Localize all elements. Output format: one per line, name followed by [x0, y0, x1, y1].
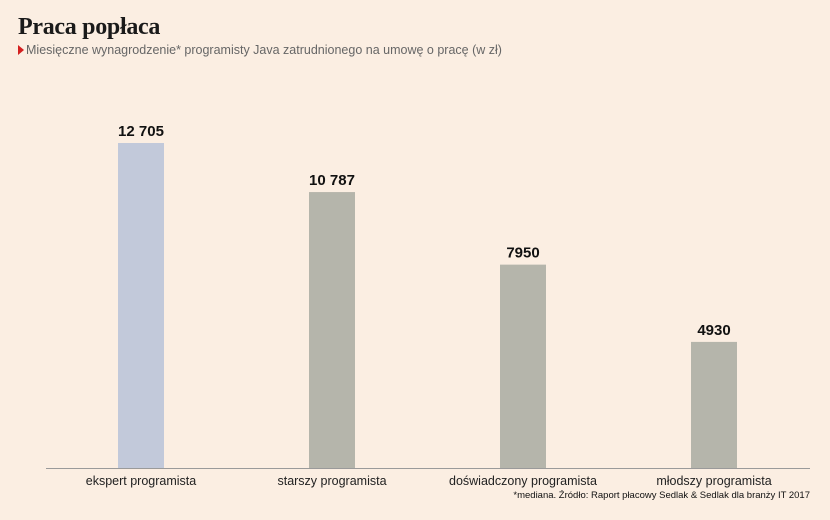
category-label-2: doświadczony programista — [449, 474, 597, 488]
chart-title: Praca popłaca — [18, 14, 161, 40]
chart-subtitle: Miesięczne wynagrodzenie* programisty Ja… — [18, 43, 502, 57]
category-label-0: ekspert programista — [86, 474, 197, 488]
bar-1 — [309, 192, 355, 468]
triangle-marker-icon — [18, 45, 24, 55]
subtitle-text: Miesięczne wynagrodzenie* programisty Ja… — [26, 43, 502, 57]
category-label-3: młodszy programista — [656, 474, 771, 488]
value-label-3: 4930 — [697, 322, 730, 339]
bar-3 — [691, 341, 737, 468]
bar-2 — [500, 264, 546, 468]
category-label-1: starszy programista — [277, 474, 386, 488]
value-label-2: 7950 — [506, 245, 539, 262]
value-label-0: 12 705 — [118, 123, 164, 140]
source-note: *mediana. Źródło: Raport płacowy Sedlak … — [513, 490, 810, 501]
bar-0 — [118, 143, 164, 468]
value-label-1: 10 787 — [309, 172, 355, 189]
